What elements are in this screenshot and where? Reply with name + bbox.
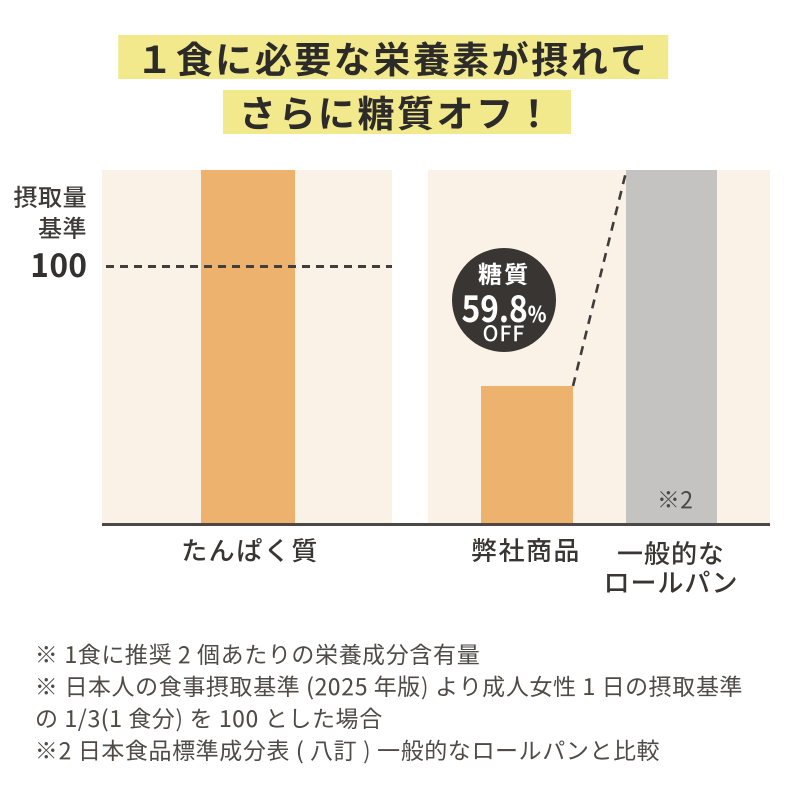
y-axis-label-line1: 摂取量 xyxy=(13,178,87,213)
x-label-our-product: 弊社商品 xyxy=(470,531,582,568)
sugar-off-badge: 糖質 59.8% OFF xyxy=(452,248,556,352)
footnote-3: ※2 日本食品標準成分表 ( 八訂 ) 一般的なロールパンと比較 xyxy=(35,732,661,766)
title-line-2: さらに糖質オフ！ xyxy=(223,90,571,134)
x-label-generic-line2: ロールパン xyxy=(603,563,739,600)
y-axis-value-100: 100 xyxy=(30,241,87,287)
chart-panel-protein xyxy=(102,170,392,523)
bar-protein xyxy=(201,170,295,523)
x-label-generic-bread: 一般的な ロールパン xyxy=(603,538,738,596)
reference-line-100 xyxy=(106,265,392,268)
badge-value: 59.8% xyxy=(458,289,550,331)
bar-note-ref2: ※2 xyxy=(657,481,693,515)
x-label-protein: たんぱく質 xyxy=(181,531,319,568)
badge-category: 糖質 xyxy=(478,255,530,290)
badge-off-text: OFF xyxy=(482,318,526,348)
badge-percent-sign: % xyxy=(527,297,547,329)
bar-generic-bread xyxy=(626,170,717,523)
x-label-generic-line1: 一般的な xyxy=(616,534,726,571)
title-line-1: １食に必要な栄養素が摂れて xyxy=(118,35,668,79)
footnote-2-line1: ※ 日本人の食事摂取基準 (2025 年版) より成人女性 1 日の摂取基準 xyxy=(35,668,744,702)
bar-our-product xyxy=(481,386,573,523)
footnote-1: ※ 1食に推奨 2 個あたりの栄養成分含有量 xyxy=(35,636,481,670)
badge-number: 59.8 xyxy=(461,281,528,333)
footnote-2-line2: の 1/3(1 食分) を 100 とした場合 xyxy=(35,700,383,734)
dashed-connector-line xyxy=(571,171,628,387)
chart-panel-sugar xyxy=(428,170,770,523)
x-axis-line xyxy=(102,523,770,526)
y-axis-label-line2: 基準 xyxy=(38,209,87,244)
y-axis-label: 摂取量 基準 xyxy=(14,180,88,242)
footnotes: ※ 1食に推奨 2 個あたりの栄養成分含有量 ※ 日本人の食事摂取基準 (202… xyxy=(35,637,775,765)
